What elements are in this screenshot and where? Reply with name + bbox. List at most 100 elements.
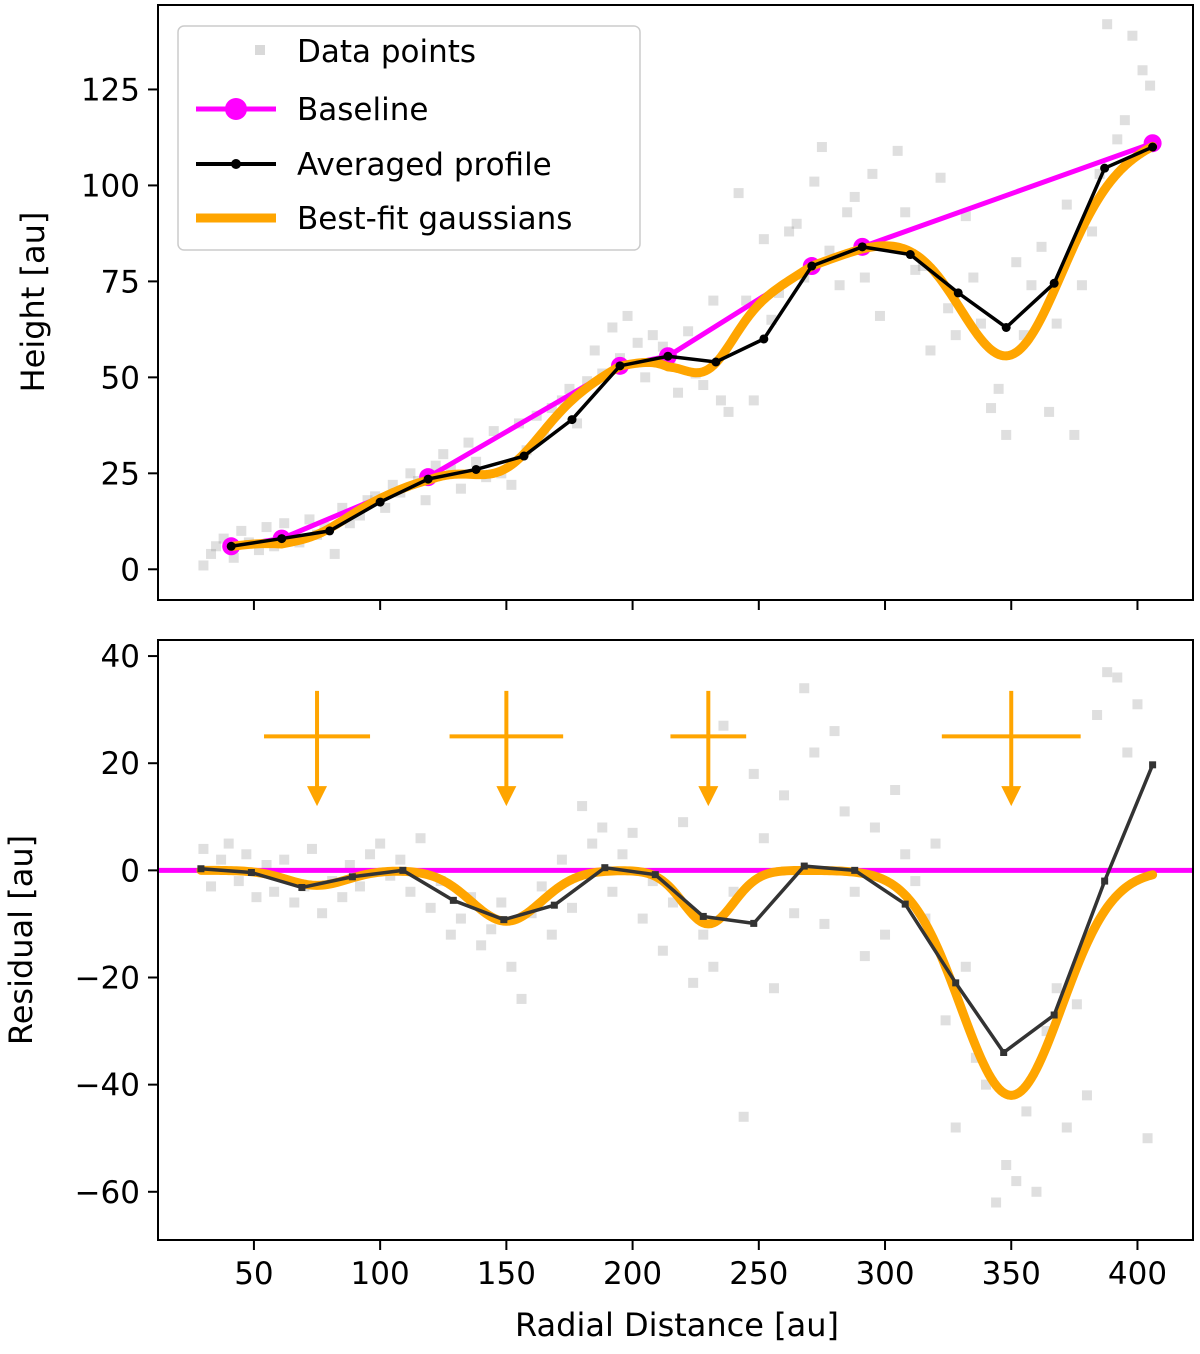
data-point	[279, 518, 290, 529]
data-point	[698, 380, 709, 391]
residual-data-point	[1011, 1176, 1022, 1187]
residual-data-point	[206, 881, 217, 892]
residual-profile-point	[901, 900, 909, 908]
data-point	[925, 345, 936, 356]
data-point	[842, 207, 853, 218]
y-tick-label: 50	[101, 360, 140, 396]
data-point	[589, 345, 600, 356]
residual-data-point	[455, 913, 466, 924]
data-point	[975, 318, 986, 329]
data-point	[572, 418, 583, 429]
residual-data-point	[768, 983, 779, 994]
residual-data-point	[678, 817, 689, 828]
residual-data-point	[425, 902, 436, 913]
data-point	[867, 168, 878, 179]
residual-data-point	[880, 929, 891, 940]
legend-marker-data-points	[255, 45, 265, 55]
data-point	[1127, 30, 1138, 41]
data-point	[387, 479, 398, 490]
top-y-ticks: 0 25 50 75 100 125	[81, 72, 158, 588]
data-point	[715, 395, 726, 406]
residual-data-point	[223, 838, 234, 849]
residual-profile-point	[348, 873, 356, 881]
data-point	[236, 525, 247, 536]
data-point	[622, 310, 633, 321]
gap-marker	[941, 690, 1081, 807]
residual-profile-point	[247, 869, 255, 876]
data-point	[834, 280, 845, 291]
data-point	[986, 403, 997, 414]
averaged-profile-point	[807, 261, 817, 271]
gap-arrow-head	[698, 786, 719, 807]
residual-data-point	[405, 886, 416, 897]
data-point	[1061, 199, 1072, 210]
residual-data-point	[657, 945, 668, 956]
x-tick-label: 100	[351, 1256, 410, 1292]
residual-data-point	[1071, 999, 1082, 1010]
data-point	[329, 548, 340, 559]
data-point	[816, 142, 827, 153]
data-point	[488, 426, 499, 437]
averaged-profile-point	[423, 474, 433, 484]
residual-data-point	[279, 854, 290, 865]
y-tick-label: −60	[75, 1175, 140, 1211]
residual-profile-point	[651, 871, 659, 879]
averaged-profile-point	[711, 357, 721, 367]
legend-marker-averaged-profile	[231, 159, 241, 169]
residual-data-point	[216, 854, 227, 865]
data-point	[1119, 115, 1130, 126]
residual-profile-point	[750, 919, 758, 927]
residual-profile-point	[800, 862, 808, 870]
data-point	[1102, 19, 1113, 30]
data-point	[228, 552, 239, 563]
data-point	[337, 502, 348, 513]
data-point	[647, 330, 658, 341]
data-point	[1036, 241, 1047, 252]
bottom-y-ticks: −60 −40 −20 0 20 40	[75, 639, 158, 1211]
data-point	[892, 145, 903, 156]
residual-data-point	[317, 908, 328, 919]
averaged-profile-line	[230, 145, 1154, 548]
residual-data-point	[365, 849, 376, 860]
data-point	[673, 387, 684, 398]
legend-label-data-points: Data points	[297, 34, 476, 70]
top-axes-frame	[157, 4, 1194, 601]
y-tick-label: 40	[101, 639, 140, 675]
data-point	[910, 264, 921, 275]
residual-data-point	[1142, 1133, 1153, 1144]
data-point	[993, 383, 1004, 394]
legend-label-best-fit: Best-fit gaussians	[297, 201, 572, 237]
y-tick-label: 25	[101, 456, 140, 492]
residual-data-point	[577, 801, 588, 812]
data-point	[1051, 318, 1062, 329]
x-tick-label: 250	[729, 1256, 788, 1292]
bottom-y-axis-label: Residual [au]	[2, 835, 40, 1045]
x-tick-label: 150	[477, 1256, 536, 1292]
data-point	[943, 303, 954, 314]
residual-data-point	[869, 822, 880, 833]
residual-data-point	[306, 843, 317, 854]
data-point	[657, 341, 668, 352]
residual-data-point	[738, 1111, 749, 1122]
residual-data-point	[375, 838, 386, 849]
residual-data-point	[647, 876, 658, 887]
averaged-profile-point	[905, 250, 915, 260]
data-point	[1001, 429, 1012, 440]
data-point	[1145, 80, 1156, 91]
data-point	[1137, 65, 1148, 76]
residual-profile-point	[1101, 877, 1109, 885]
data-point	[1069, 429, 1080, 440]
legend-label-averaged-profile: Averaged profile	[297, 147, 552, 183]
residual-profile-point	[601, 864, 609, 872]
residual-data-point	[859, 951, 870, 962]
bottom-axes-frame	[157, 639, 1194, 1241]
data-point	[463, 437, 474, 448]
data-point	[950, 330, 961, 341]
data-point	[420, 495, 431, 506]
data-point	[935, 172, 946, 183]
data-point	[748, 395, 759, 406]
residual-data-point	[546, 929, 557, 940]
data-point	[741, 295, 752, 306]
data-point	[445, 464, 456, 475]
averaged-profile-point	[759, 334, 769, 344]
